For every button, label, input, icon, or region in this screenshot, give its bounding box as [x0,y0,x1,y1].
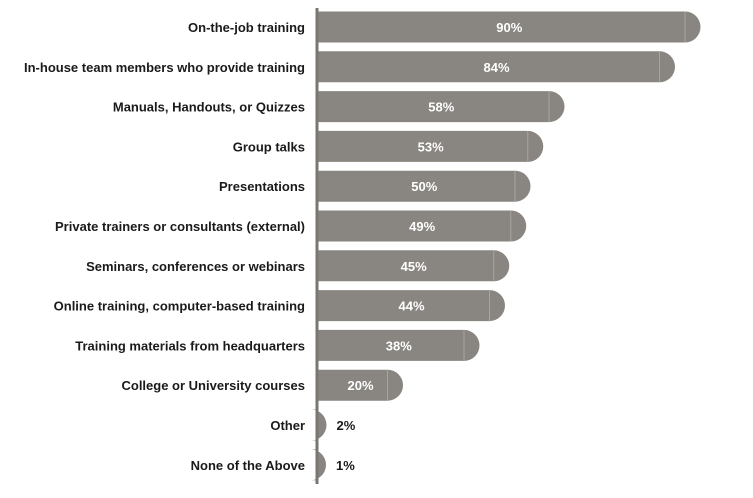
bar-other [311,409,327,441]
value-label-none-of-the-above: 1% [336,458,355,473]
value-label-other: 2% [337,418,356,433]
category-label-none-of-the-above: None of the Above [191,458,305,473]
value-label-college-or-university-courses: 20% [347,378,373,393]
category-label-in-house-team-members-who-provide-training: In-house team members who provide traini… [24,60,305,75]
category-label-college-or-university-courses: College or University courses [121,378,305,393]
bar-presentations [318,170,531,202]
bar-on-the-job-training [318,11,701,43]
category-label-private-trainers-or-consultants-external: Private trainers or consultants (externa… [55,219,305,234]
category-label-seminars-conferences-or-webinars: Seminars, conferences or webinars [86,259,305,274]
value-label-private-trainers-or-consultants-external: 49% [409,219,435,234]
bar-in-house-team-members-who-provide-training [318,51,675,83]
category-label-training-materials-from-headquarters: Training materials from headquarters [75,338,305,353]
category-label-other: Other [270,418,305,433]
category-labels-layer: On-the-job training In-house team members… [24,20,305,473]
value-label-on-the-job-training: 90% [496,20,522,35]
bar-college-or-university-courses [318,369,403,401]
category-label-group-talks: Group talks [233,139,305,154]
category-label-on-the-job-training: On-the-job training [188,20,305,35]
bar-group-talks [318,130,544,162]
bar-online-training-computer-based-training [318,290,505,322]
value-label-seminars-conferences-or-webinars: 45% [401,259,427,274]
bar-training-materials-from-headquarters [318,329,480,361]
value-label-training-materials-from-headquarters: 38% [386,338,412,353]
value-label-manuals-handouts-or-quizzes: 58% [428,100,454,115]
bars-layer: 90% 84% 58% 53% 50% 49% 45% 44% 38% 20% 2% 1% [310,11,701,481]
bar-manuals-handouts-or-quizzes [318,91,565,123]
bar-private-trainers-or-consultants-external [318,210,527,242]
value-label-in-house-team-members-who-provide-training: 84% [483,60,509,75]
category-label-presentations: Presentations [219,179,305,194]
category-label-online-training-computer-based-training: Online training, computer-based training [54,299,305,314]
value-label-presentations: 50% [411,179,437,194]
value-label-group-talks: 53% [418,139,444,154]
value-label-online-training-computer-based-training: 44% [398,299,424,314]
category-label-manuals-handouts-or-quizzes: Manuals, Handouts, or Quizzes [113,100,305,115]
bar-seminars-conferences-or-webinars [318,250,510,282]
